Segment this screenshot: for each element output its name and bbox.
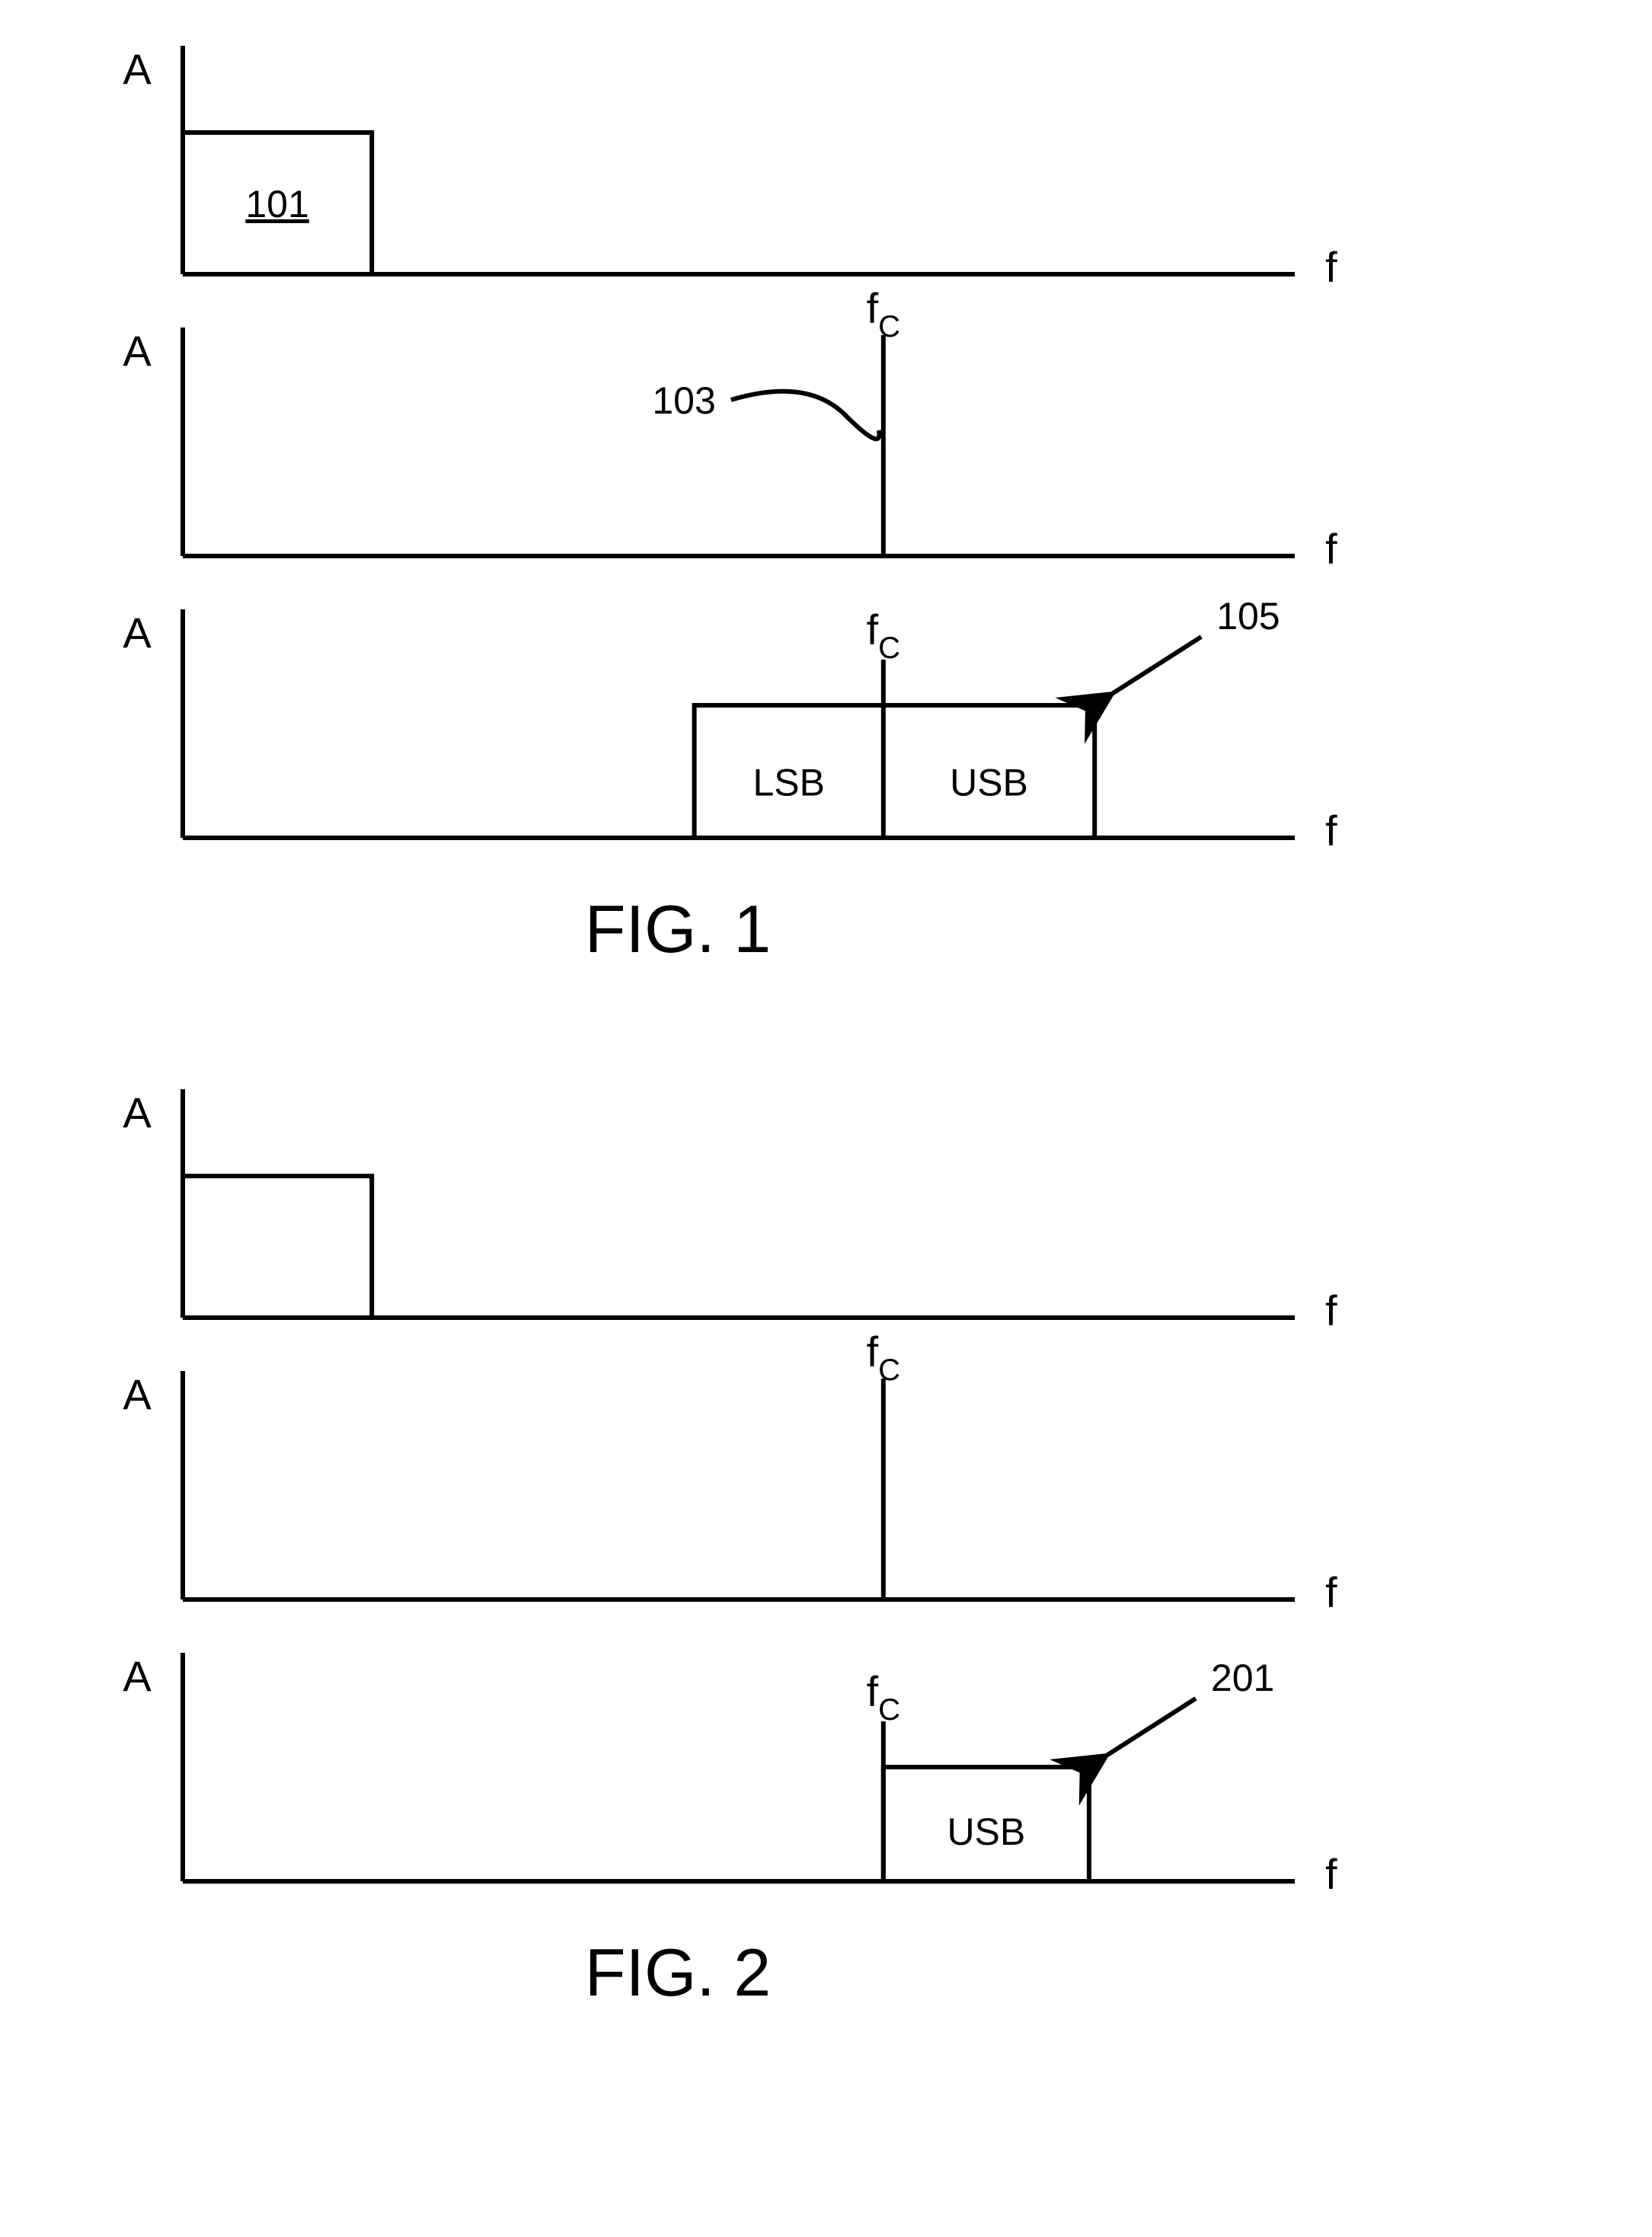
sideband-label: USB — [947, 1810, 1025, 1853]
y-axis-label: A — [123, 45, 152, 93]
y-axis-label: A — [123, 1652, 152, 1700]
figure-caption: FIG. 2 — [585, 1935, 772, 2010]
spectrum-box — [183, 1176, 372, 1318]
fc-label: fC — [867, 1667, 900, 1727]
leader-curve — [731, 391, 880, 439]
fc-label: fC — [867, 606, 900, 665]
x-axis-label: f — [1325, 807, 1337, 855]
x-axis-label: f — [1325, 1568, 1337, 1616]
x-axis-label: f — [1325, 1286, 1337, 1334]
ref-number: 103 — [652, 379, 715, 422]
y-axis-label: A — [123, 1088, 152, 1136]
leader-arrow — [1108, 637, 1201, 696]
ref-number: 201 — [1211, 1657, 1274, 1699]
diagram-canvas: Af 101 Af fC 103 Af fC LSB USB 105 FIG. 1 Af Af fC Af f… — [0, 0, 1652, 2237]
figure-caption: FIG. 1 — [585, 891, 772, 967]
x-axis-label: f — [1325, 525, 1337, 573]
y-axis-label: A — [123, 327, 152, 375]
ref-number: 105 — [1216, 595, 1280, 638]
y-axis-label: A — [123, 609, 152, 657]
box-ref-label: 101 — [245, 183, 308, 225]
x-axis-label: f — [1325, 243, 1337, 291]
fc-label: fC — [867, 284, 900, 344]
x-axis-label: f — [1325, 1850, 1337, 1898]
y-axis-label: A — [123, 1370, 152, 1418]
leader-arrow — [1103, 1699, 1196, 1758]
sideband-label: LSB — [753, 761, 825, 804]
sideband-label: USB — [950, 761, 1028, 804]
fc-label: fC — [867, 1328, 900, 1387]
page-container: Af 101 Af fC 103 Af fC LSB USB 105 FIG. 1 Af Af fC Af f… — [0, 0, 1652, 2237]
